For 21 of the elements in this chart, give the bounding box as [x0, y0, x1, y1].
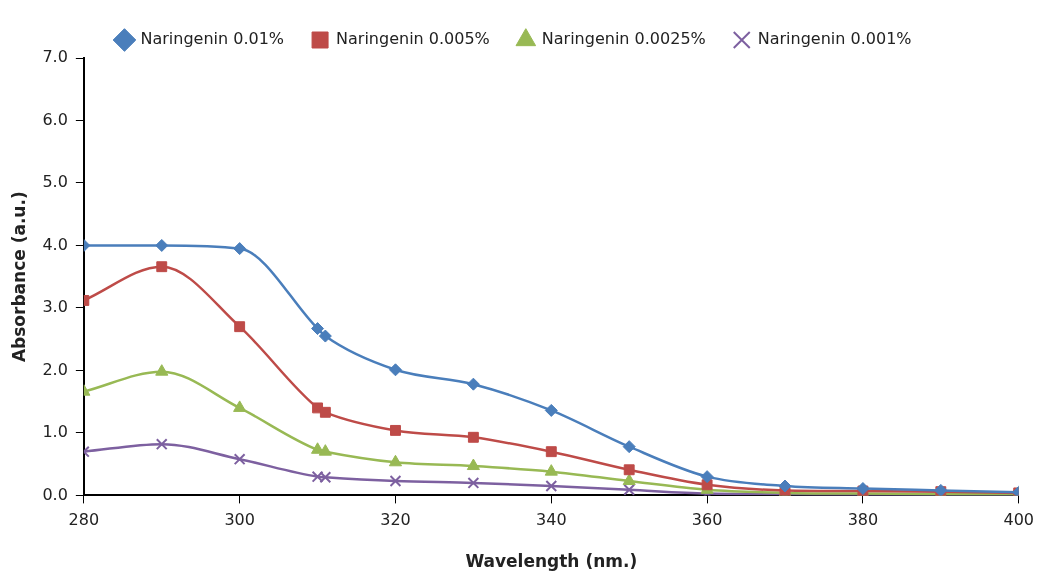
x-tick-label: 320 [380, 510, 411, 530]
y-tick-label: 6.0 [42, 109, 68, 129]
x-tick-label: 300 [224, 510, 255, 530]
y-tick-label: 5.0 [42, 172, 68, 192]
x-tick-label: 380 [847, 510, 879, 530]
x-tick-label: 280 [68, 510, 100, 530]
legend-label: Naringenin 0.0025% [541, 29, 706, 49]
y-axis-title: Absorbance (a.u.) [8, 191, 29, 363]
legend-label: Naringenin 0.001% [757, 29, 912, 49]
y-tick-label: 0.0 [42, 484, 68, 504]
x-tick-label: 340 [536, 510, 567, 530]
x-axis-title: Wavelength (nm.) [465, 551, 638, 572]
y-tick-label: 2.0 [42, 359, 68, 379]
y-tick-label: 7.0 [42, 47, 68, 67]
x-tick-label: 360 [691, 510, 723, 530]
x-tick-label: 400 [1003, 510, 1034, 530]
y-tick-label: 1.0 [42, 422, 68, 442]
legend-label: Naringenin 0.005% [336, 29, 490, 49]
legend-label: Naringenin 0.01% [140, 29, 285, 49]
y-tick-label: 3.0 [42, 297, 68, 317]
y-tick-label: 4.0 [42, 234, 68, 254]
